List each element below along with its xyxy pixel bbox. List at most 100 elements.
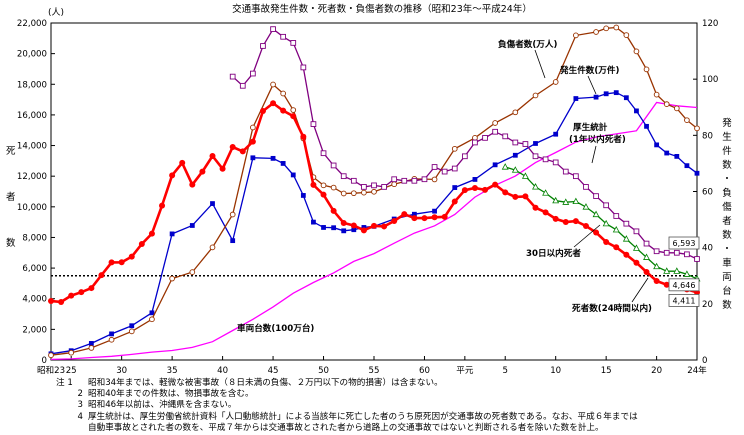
x-axis-tick-labels: 昭和23 25 30 35 40 45 50 55 60 平元 5 10 15 20 24年: [37, 356, 707, 376]
series-point: [219, 165, 226, 172]
right-axis-label-char: 生: [722, 131, 732, 143]
series-point: [360, 227, 367, 234]
x-tick-label: 20: [651, 366, 662, 376]
series-point: [109, 331, 114, 337]
series-point: [573, 32, 579, 39]
series-point: [189, 223, 195, 228]
series-point: [341, 228, 347, 234]
note-3-mark: 3: [77, 400, 83, 411]
right-axis-label-char: ・: [722, 244, 732, 255]
value-label-box: [668, 294, 700, 307]
series-point: [169, 231, 175, 237]
left-axis-unit: (人): [48, 7, 64, 18]
series-point: [482, 186, 489, 193]
series-point: [582, 223, 589, 230]
annotation-accidents-leader: [587, 75, 597, 95]
value-label-text: 4,646: [673, 281, 696, 290]
series-point: [492, 128, 498, 135]
right-axis-label: 発生件数・負傷者数・車両台数: [722, 117, 732, 311]
series-point: [694, 256, 700, 262]
series-point: [623, 95, 629, 101]
annotation-injured-leader: [534, 49, 546, 79]
series-point: [371, 182, 377, 189]
left-tick-label: 20,000: [17, 50, 47, 60]
series-point: [623, 220, 630, 227]
series-point: [582, 203, 590, 210]
series-point: [250, 124, 256, 131]
right-axis-label-char: 数: [722, 159, 732, 171]
series-point: [249, 138, 256, 145]
series-point: [270, 155, 276, 161]
chart-series: [48, 24, 701, 361]
series-point: [320, 191, 327, 198]
series-point: [562, 198, 570, 205]
series-point: [573, 173, 579, 180]
right-axis-label-char: 車: [722, 257, 732, 269]
series-point: [431, 214, 438, 221]
series-point: [603, 25, 610, 32]
series-3: [48, 24, 700, 359]
series-point: [632, 244, 640, 251]
series-point: [572, 218, 579, 225]
chart-title: 交通事故発生件数・死者数・負傷者数の推移（昭和23年～平成24年）: [232, 3, 532, 15]
series-point: [673, 267, 681, 274]
series-point: [239, 148, 246, 155]
series-point: [532, 92, 539, 99]
x-tick-label: 35: [167, 366, 178, 376]
note-2-mark: 2: [77, 389, 83, 400]
series-point: [532, 183, 539, 190]
series-point: [623, 32, 630, 38]
annotation-fatalities-leader: [631, 277, 649, 303]
series-point: [280, 161, 286, 166]
series-point: [320, 182, 327, 189]
series-point: [128, 328, 135, 335]
series-point: [573, 96, 579, 101]
series-point: [634, 108, 639, 114]
annotation-health-stats-sub: (1年以内死者): [569, 133, 626, 145]
series-point: [280, 90, 287, 97]
series-point: [381, 223, 388, 230]
series-point: [270, 100, 277, 107]
right-axis-label-char: 傷: [722, 201, 732, 213]
left-tick-label: 16,000: [17, 111, 47, 121]
right-axis-label-char: 者: [722, 216, 732, 227]
series-line: [505, 166, 698, 280]
series-point: [603, 202, 610, 209]
series-point: [492, 162, 498, 168]
note-4-continuation: 自動車事故とされた者の数を、平成７年からは交通事故とされた者から道路上の交通事故…: [88, 422, 604, 433]
series-point: [643, 253, 651, 260]
series-point: [512, 139, 519, 146]
series-point: [290, 172, 296, 178]
series-point: [421, 176, 428, 183]
value-label-text: 6,593: [673, 239, 696, 248]
series-point: [532, 153, 539, 160]
series-point: [48, 298, 54, 305]
annotation-fatalities: 死者数(24時間以内): [571, 302, 652, 314]
right-tick-label: 120: [702, 19, 718, 29]
right-tick-label: 20: [702, 300, 713, 310]
x-tick-label: 5: [502, 366, 507, 376]
series-point: [512, 152, 518, 158]
series-point: [684, 117, 690, 124]
series-point: [391, 218, 398, 225]
series-point: [622, 235, 630, 242]
series-point: [583, 184, 589, 190]
value-label-box: [668, 236, 700, 250]
series-point: [381, 184, 387, 190]
right-axis-label-char: 数: [722, 299, 732, 311]
series-point: [663, 249, 670, 256]
series-point: [653, 262, 661, 270]
series-point: [280, 107, 287, 114]
series-point: [643, 66, 650, 73]
right-axis-label-char: 負: [722, 187, 732, 199]
series-line: [50, 101, 698, 361]
series-point: [58, 298, 65, 305]
left-axis-label: 死者数: [6, 146, 16, 249]
series-point: [461, 153, 468, 160]
right-axis-tick-labels: 0 20 40 60 80 100 120: [693, 19, 718, 366]
series-line: [50, 101, 698, 304]
series-point: [654, 142, 660, 148]
series-point: [391, 181, 398, 188]
note-3: 3 昭和46年以前は、沖縄県を含まない。: [56, 400, 740, 411]
series-point: [421, 215, 428, 222]
